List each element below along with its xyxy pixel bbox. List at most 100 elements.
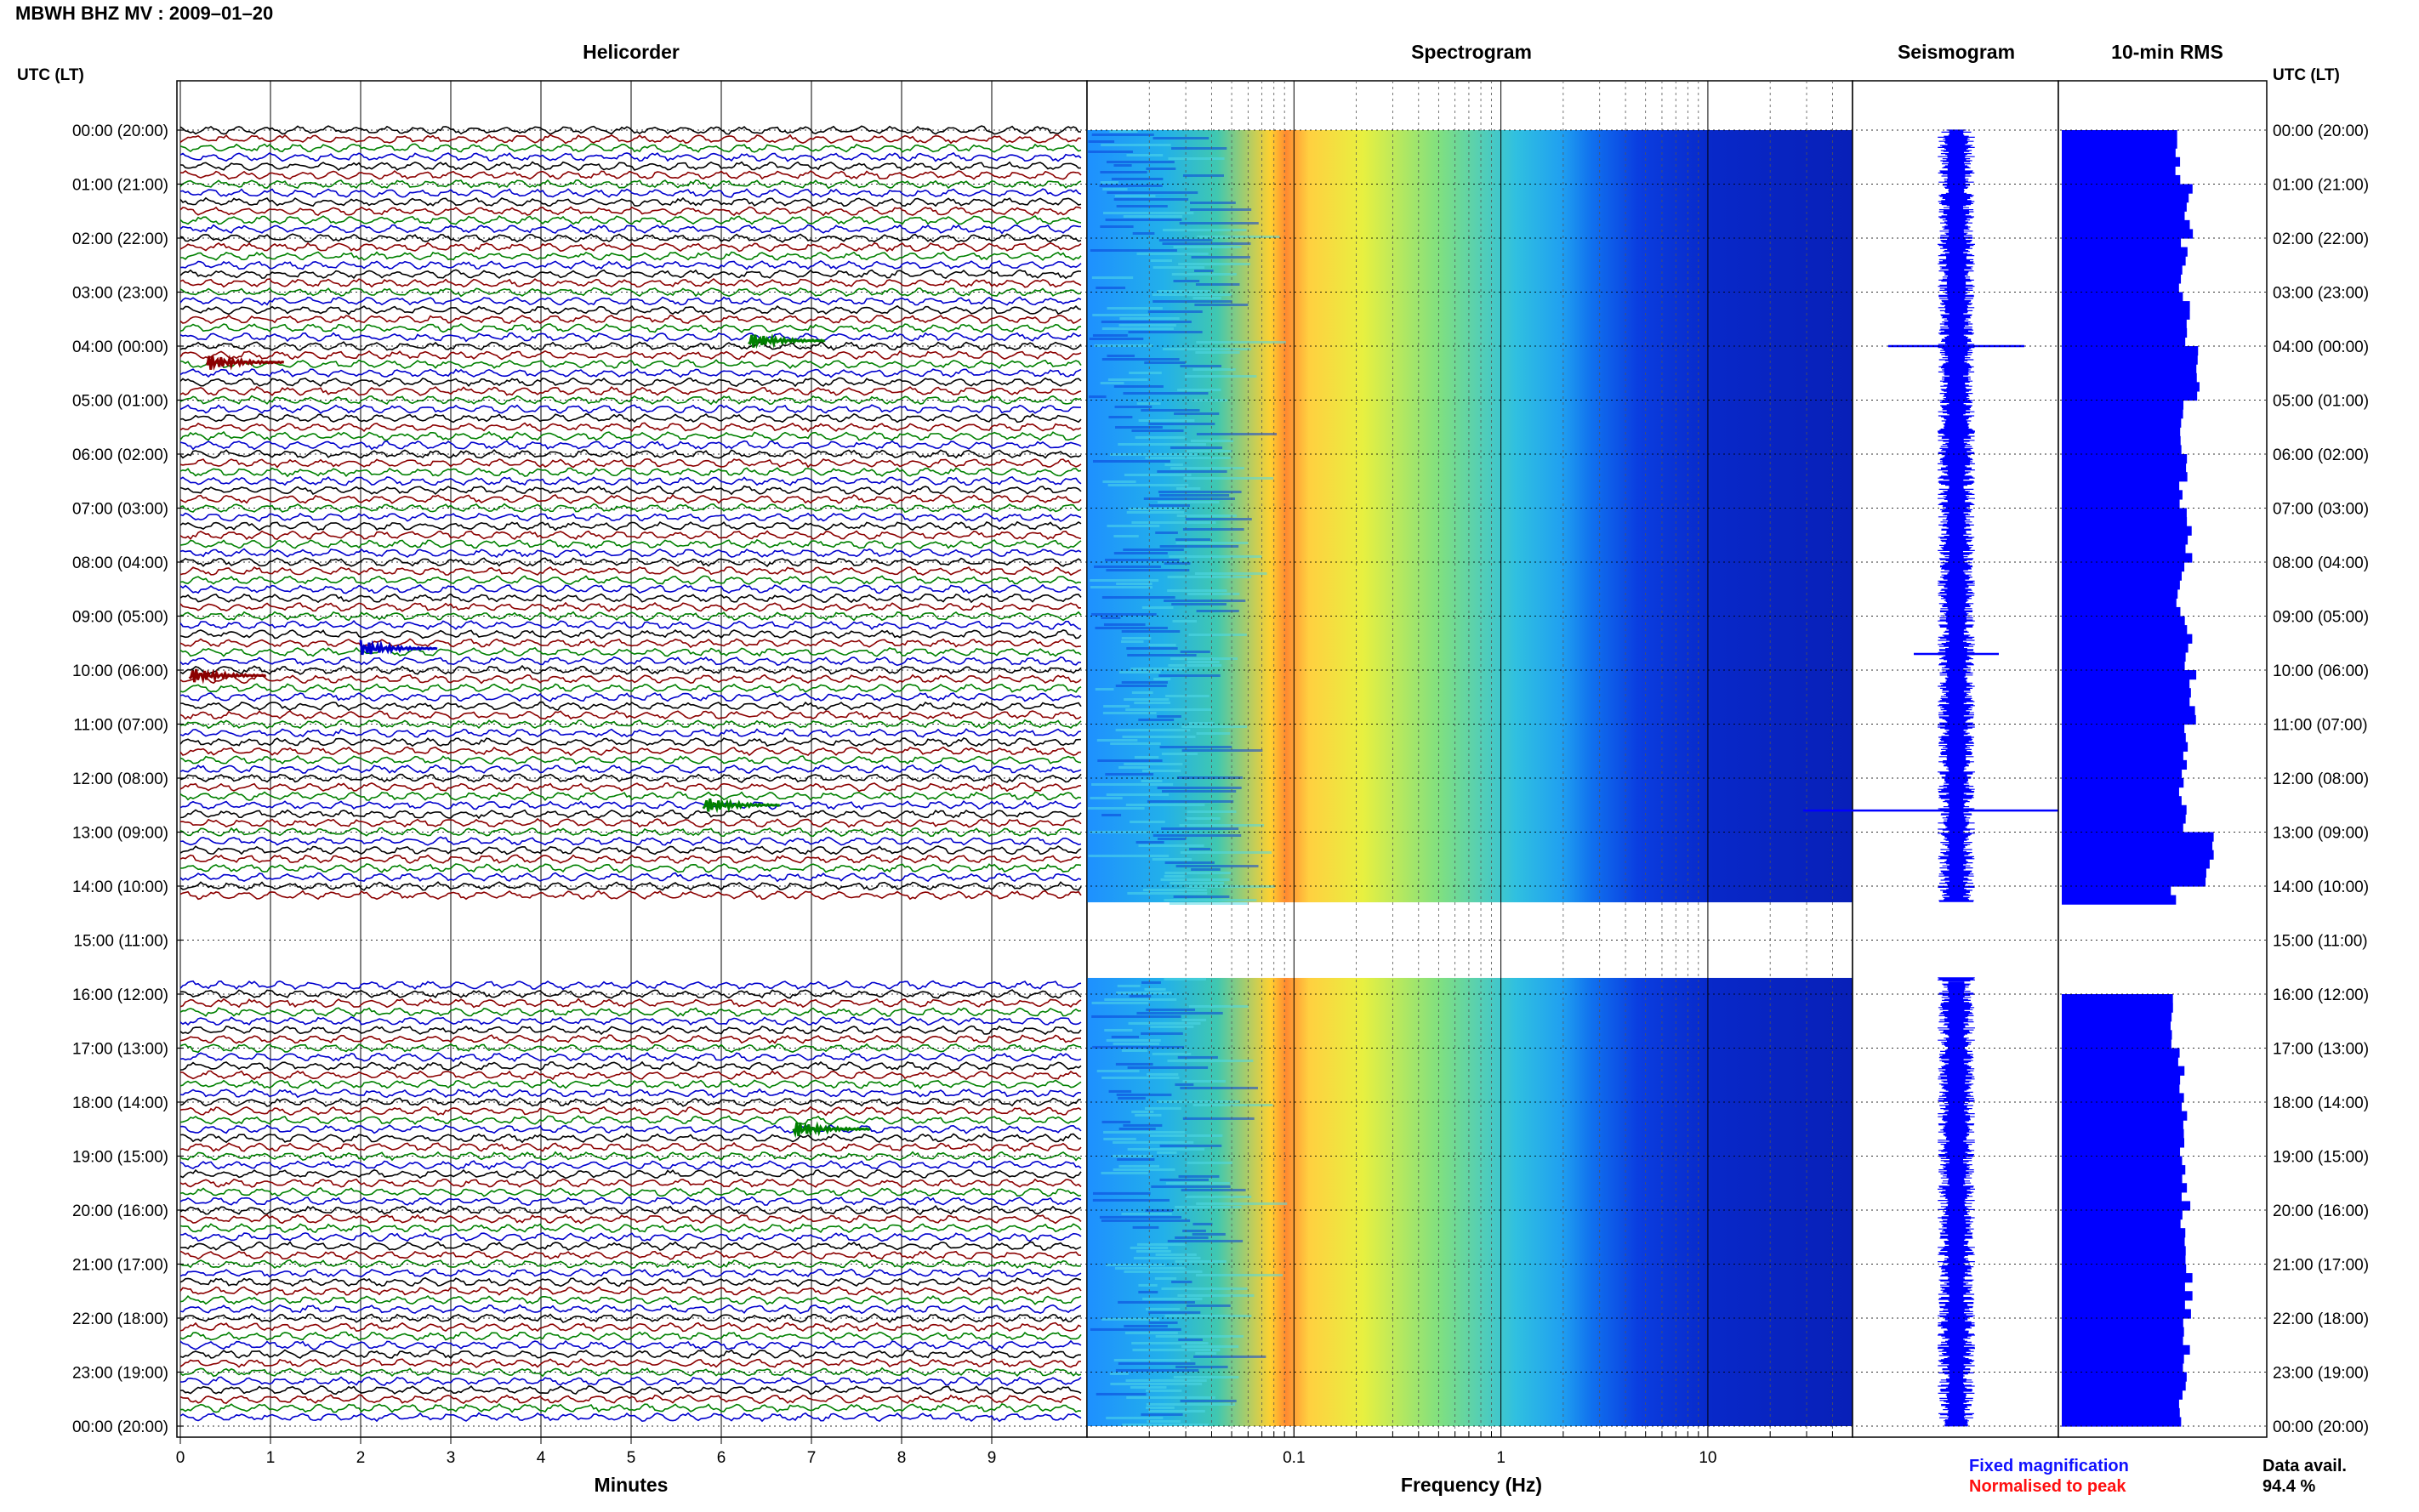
spectrogram-cell [1096,287,1126,289]
hour-label-left: 01:00 (21:00) [72,177,168,195]
helicorder-trace [179,620,1082,630]
spectrogram-cell [1183,477,1274,480]
helicorder-trace [179,125,1081,135]
spectrogram-cell [1131,521,1216,524]
rms-bar [2062,463,2187,473]
spectrogram-cell [1123,1123,1163,1127]
spectrogram-cell [1123,549,1184,551]
spectrogram-cell [1113,1358,1191,1361]
spectrogram-cell [1157,470,1227,473]
spectrogram-cell [1193,1355,1266,1358]
rms-bar [2062,1354,2184,1364]
spectrogram-cell [1185,1195,1252,1198]
helicorder-event [359,639,438,656]
spectrogram-cell [1175,1083,1194,1086]
spectrogram-cell [1178,1174,1220,1178]
helicorder-trace [179,467,1082,478]
rms-bar [2062,247,2188,257]
hour-label-left: 02:00 (22:00) [72,230,168,248]
rms-bar [2062,778,2184,788]
spectrogram-cell [1186,1304,1231,1307]
helicorder-trace [179,332,1082,343]
spectrogram-cell [1113,1140,1194,1144]
rms-bar [2062,1236,2185,1247]
helicorder-trace [179,1294,1082,1305]
spectrogram-cell [1164,977,1207,981]
spectrogram-cell [1129,372,1162,374]
spectrogram-cell [1090,613,1157,616]
spectrogram-cell [1192,297,1221,299]
rms-title: 10-min RMS [2111,41,2223,63]
spectrogram-cell [1094,566,1161,568]
spectrogram-cell [1167,1059,1254,1062]
spectrogram-cell [1127,654,1197,657]
hour-label-right: 05:00 (01:00) [2273,393,2369,411]
spectrogram-cell [1101,596,1175,599]
spectrogram-cell [1152,1052,1192,1055]
spectrogram-cell [1105,559,1180,561]
seismogram-title: Seismogram [1897,41,2016,63]
spectrogram-cell [1189,848,1211,850]
spectrogram-cell [1118,766,1149,769]
spectrogram-cell [1158,491,1242,493]
spectrogram-cell [1121,640,1144,643]
spectrogram-cell [1118,1300,1195,1304]
seismogram-panel [1803,80,2109,1438]
hour-label-left: 20:00 (16:00) [72,1202,168,1220]
helicorder-trace [179,1250,1082,1260]
spectrogram-cell [1136,253,1209,255]
rms-bar [2062,724,2185,734]
spectrogram-cell [1190,208,1252,211]
data-avail-label: Data avail. [2262,1457,2347,1475]
spectrogram-cell [1105,219,1182,221]
spectrogram-cell [1150,1025,1194,1028]
rms-bar [2062,1291,2193,1301]
helicorder-trace [179,773,1082,783]
spectrogram-cell [1118,1096,1146,1100]
helicorder-trace [179,583,1082,594]
spectrogram-cell [1110,742,1161,745]
spectrogram-cell [1161,827,1239,830]
helicorder-trace [179,1276,1082,1287]
spectrogram-cell [1182,1079,1226,1083]
hour-label-right: 17:00 (13:00) [2273,1041,2369,1059]
spectrogram-cell [1188,634,1247,636]
hour-label-right: 03:00 (23:00) [2273,285,2369,303]
hour-label-right: 13:00 (09:00) [2273,825,2369,843]
rms-bar [2062,832,2214,842]
helicorder-trace [179,196,1082,207]
helicorder-trace [179,998,1082,1009]
spectrogram-cell [1162,790,1237,793]
helicorder-trace [179,836,1082,846]
helicorder-trace [179,629,1082,639]
spectrogram-cell [1146,1389,1182,1392]
spectrogram-cell [1126,647,1178,650]
spectrogram-cell [1159,494,1230,497]
spectrogram-cell [1090,249,1177,252]
rms-bar [2062,238,2182,248]
rms-bar [2062,661,2185,671]
spectrogram-cell [1153,137,1210,139]
rms-bar [2062,822,2183,833]
spectrogram-cell [1157,1151,1177,1154]
helicorder-trace [179,503,1082,514]
helicorder-trace [179,1331,1082,1342]
rms-bar [2062,1057,2178,1067]
spectrogram-cell [1147,1072,1179,1076]
spectrogram-cell [1106,1416,1164,1419]
rms-bar [2062,517,2188,527]
spectrogram-cell [1182,174,1224,177]
spectrogram-cell [1163,348,1251,350]
rms-bar [2062,490,2183,500]
helicorder-trace [179,287,1082,298]
helicorder-trace [179,1034,1082,1044]
spectrogram-cell [1155,531,1178,534]
helicorder-trace [179,782,1082,793]
spectrogram-cell [1104,998,1177,1001]
helicorder-trace [179,1141,1082,1152]
spectrogram-cell [1142,889,1207,891]
page-title: MBWH BHZ MV : 2009–01–20 [15,3,274,24]
spectrogram-cell [1196,732,1231,735]
spectrogram-cell [1091,1001,1149,1004]
helicorder-trace [179,1394,1082,1405]
